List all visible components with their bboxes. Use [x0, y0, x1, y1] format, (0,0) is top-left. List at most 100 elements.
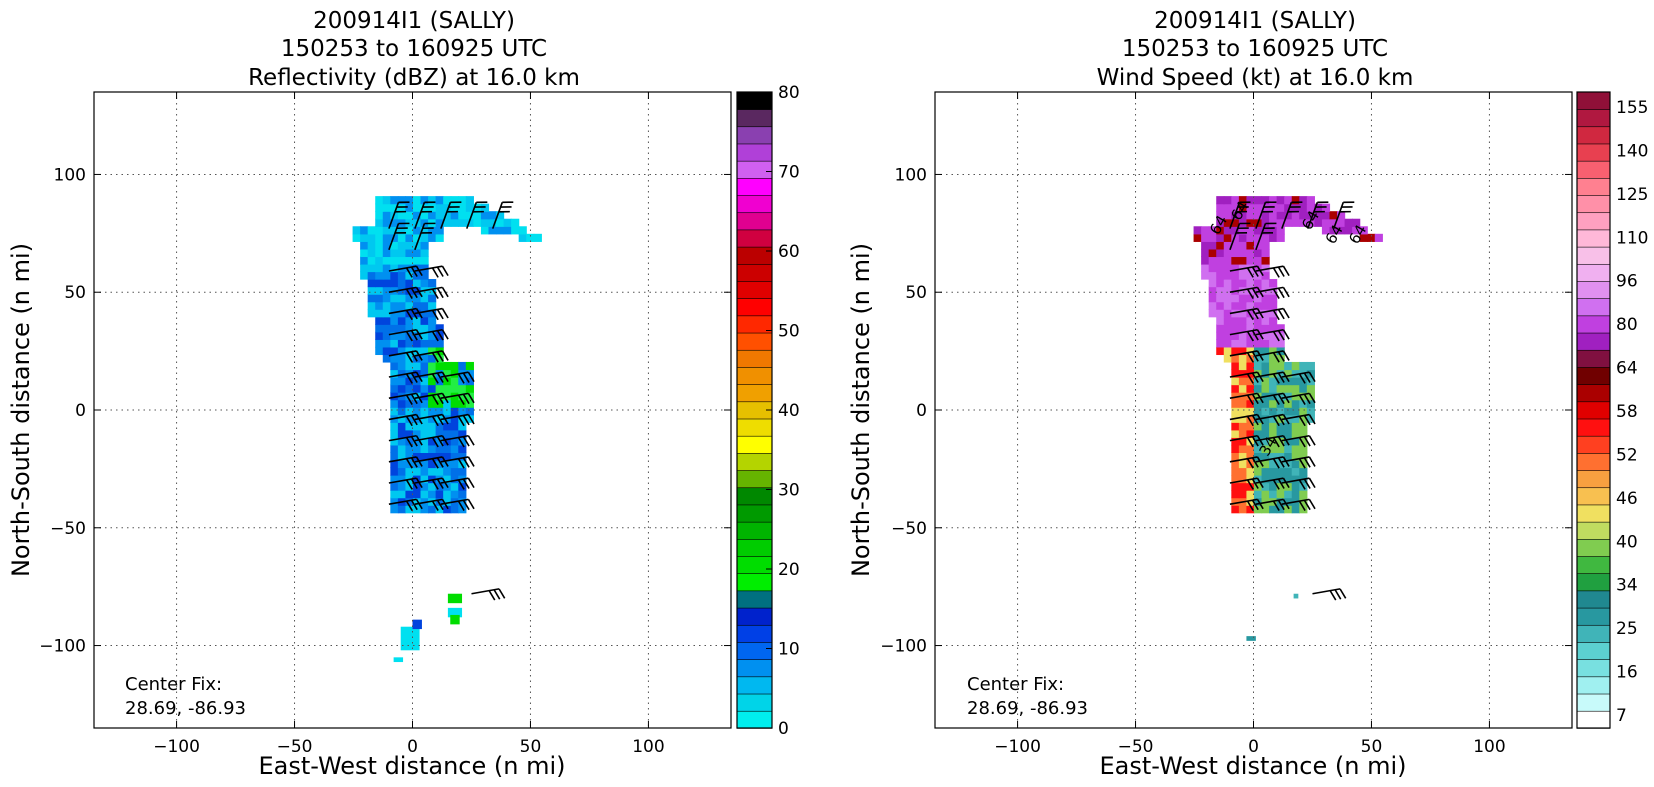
field-cell [1223, 316, 1232, 325]
wind-barb [388, 477, 423, 490]
colorbar-swatch [736, 693, 773, 712]
field-cell [420, 437, 429, 446]
field-cell [397, 444, 407, 454]
field-cell [435, 196, 444, 205]
field-cell [360, 233, 369, 242]
field-cell [1269, 339, 1278, 348]
field-cell [1269, 490, 1278, 499]
field-cell [435, 467, 444, 476]
colorbar-swatch [736, 177, 773, 196]
field-cell [435, 339, 444, 348]
field-cell [405, 271, 414, 280]
field-cell [1269, 203, 1278, 212]
field-cell [1238, 316, 1248, 325]
field-cell [435, 497, 444, 506]
field-cell [420, 294, 429, 303]
field-cell [428, 392, 437, 401]
colorbar-swatch [1576, 143, 1611, 162]
field-cell [450, 377, 459, 386]
field-cell [390, 263, 399, 273]
field-cell [450, 475, 459, 484]
field-cell [450, 422, 459, 431]
field-cell [458, 444, 467, 454]
field-cell [1201, 256, 1210, 265]
field-cell [1269, 346, 1278, 356]
field-cell [375, 279, 384, 288]
field-cell [496, 218, 505, 227]
field-cell [1201, 233, 1210, 242]
field-cell [390, 324, 399, 333]
field-cell [480, 203, 490, 212]
field-cell [428, 452, 437, 461]
field-cell [1269, 301, 1278, 310]
field-cell [458, 467, 467, 476]
field-cell [412, 286, 422, 295]
field-cell [1306, 203, 1315, 212]
field-cell [1246, 636, 1256, 641]
field-cell [1367, 233, 1376, 242]
field-cell [1291, 218, 1300, 227]
field-cell [1238, 369, 1248, 378]
field-cell [412, 619, 422, 630]
field-cell [367, 256, 376, 265]
wind-barb [1281, 371, 1316, 384]
wind-barb [1281, 413, 1316, 427]
wind-barb [1229, 222, 1251, 251]
colorbar-swatch [736, 452, 773, 471]
field-cell [450, 482, 459, 491]
colorbar-tick-label: 110 [1616, 228, 1648, 248]
field-cell [1269, 422, 1278, 431]
field-cell [1269, 377, 1278, 386]
field-cell [412, 459, 422, 469]
wind-barb [388, 413, 423, 427]
field-cell [405, 248, 414, 258]
field-cell [382, 271, 391, 280]
field-cell [428, 331, 437, 340]
field-cell [428, 429, 437, 438]
wind-barb [414, 392, 449, 405]
field-cell [1269, 211, 1278, 220]
field-cell [1261, 324, 1270, 333]
field-cell [1216, 218, 1225, 227]
field-cell [1216, 256, 1225, 265]
field-cell [428, 467, 437, 476]
field-cell [1299, 437, 1308, 446]
field-cell [1216, 196, 1225, 205]
field-cell [405, 324, 414, 333]
colorbar-swatch [736, 212, 773, 231]
colorbar-tick-label: 40 [778, 401, 800, 421]
field-cell [375, 331, 384, 340]
wind-barb [1229, 350, 1264, 363]
colorbar-tick-label: 20 [778, 560, 800, 580]
field-cell [1253, 467, 1263, 476]
field-cell [1276, 226, 1285, 235]
plot-frame [934, 91, 1573, 729]
field-cell [458, 196, 467, 205]
field-cell [450, 369, 459, 378]
field-cell [1223, 271, 1232, 280]
colorbar-swatch [736, 280, 773, 299]
field-cell [1269, 407, 1278, 416]
colorbar-swatch [736, 641, 773, 660]
field-cell [1269, 399, 1278, 408]
wind-barb [1255, 201, 1277, 229]
field-cell [435, 226, 444, 235]
field-cell [428, 505, 437, 514]
field-cell [1223, 339, 1232, 348]
wind-barb [1281, 456, 1316, 469]
field-cell [1253, 392, 1263, 401]
field-cell [1284, 407, 1293, 416]
field-cell [435, 324, 444, 333]
field-cell [1269, 331, 1278, 340]
field-cell [1261, 369, 1270, 378]
field-cell [1231, 279, 1240, 288]
field-cell [435, 361, 444, 371]
field-cell [1231, 324, 1240, 333]
field-cell [1269, 361, 1278, 371]
field-cell [375, 256, 384, 265]
colorbar-tick-label: 46 [1616, 489, 1638, 509]
field-cell [1299, 452, 1308, 461]
field-cell [1291, 467, 1300, 476]
field-cell [450, 407, 459, 416]
field-cell [390, 482, 399, 491]
